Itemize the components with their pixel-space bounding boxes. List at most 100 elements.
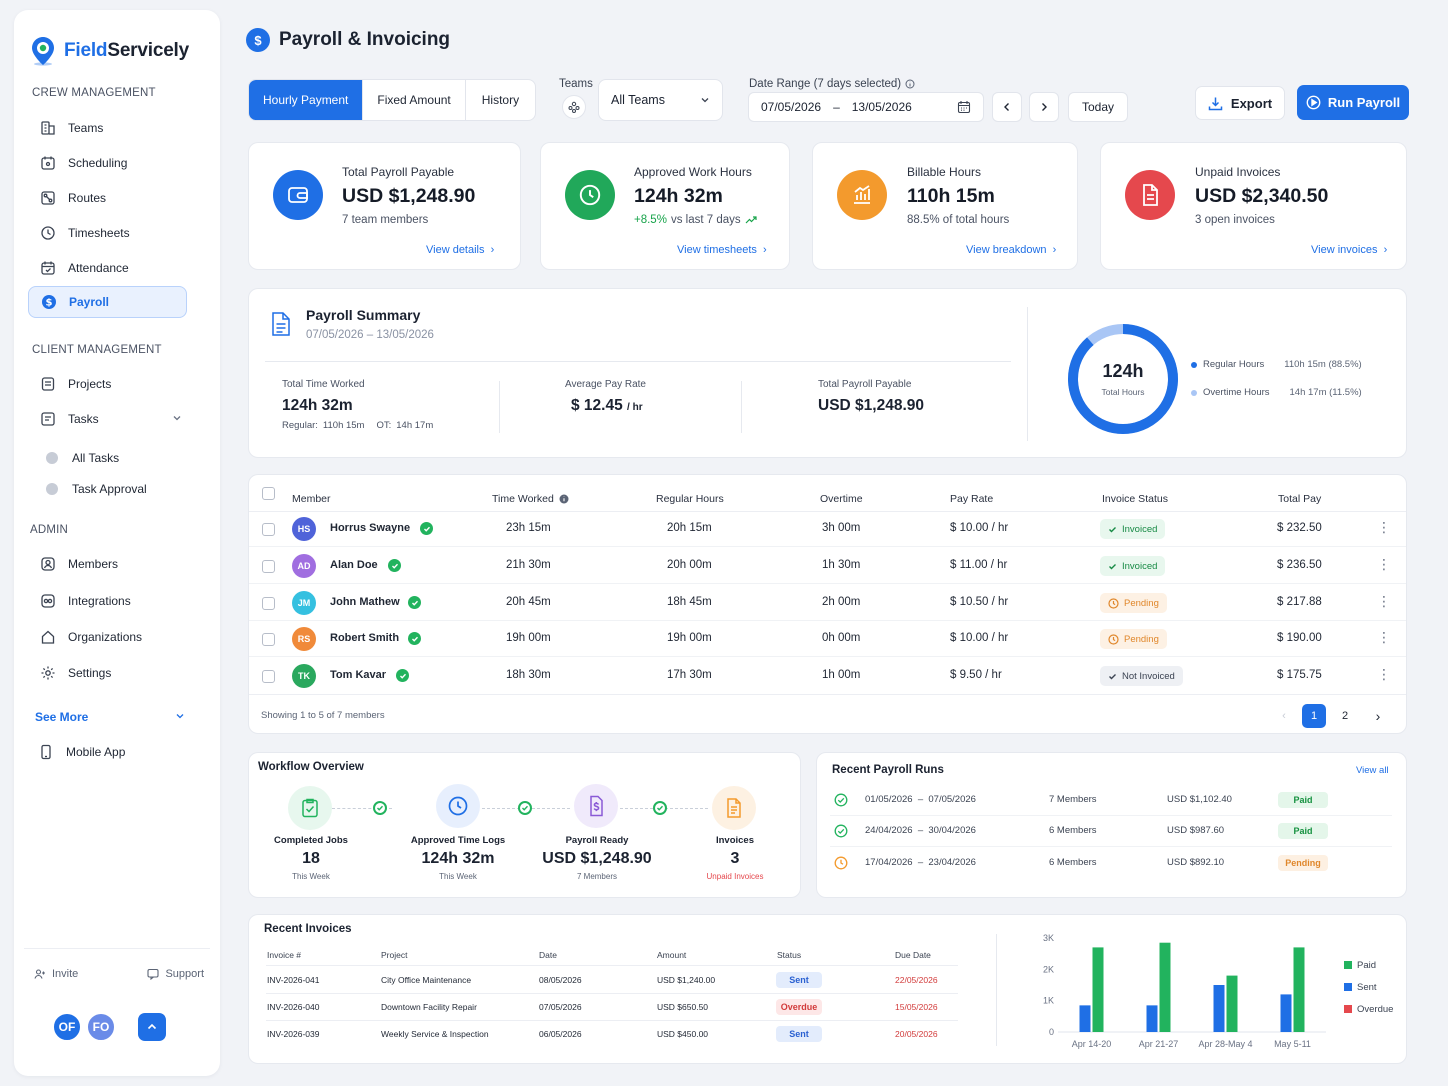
client-management-title: CLIENT MANAGEMENT	[32, 344, 162, 356]
invoice-id[interactable]: INV-2026-039	[267, 1029, 320, 1039]
sidebar: FieldServicely CREW MANAGEMENT Teams Sch…	[14, 10, 220, 1076]
verified-icon	[408, 632, 421, 645]
stat-subtext: 88.5% of total hours	[907, 214, 1010, 226]
row-menu-icon[interactable]: ⋮	[1377, 519, 1391, 535]
tab-fixed-amount[interactable]: Fixed Amount	[363, 80, 466, 120]
sidebar-item-integrations[interactable]: Integrations	[28, 585, 188, 617]
metric-label: Average Pay Rate	[565, 379, 646, 390]
sidebar-item-members[interactable]: Members	[28, 548, 188, 580]
invoice-date: 08/05/2026	[539, 975, 582, 985]
member-name[interactable]: John Mathew	[330, 596, 400, 608]
verified-icon	[408, 596, 421, 609]
sidebar-item-attendance[interactable]: Attendance	[28, 252, 188, 284]
row-menu-icon[interactable]: ⋮	[1377, 593, 1391, 609]
sidebar-footer: Invite Support	[34, 968, 204, 980]
member-name[interactable]: Alan Doe	[330, 559, 378, 571]
previous-page-button[interactable]: ‹	[1282, 710, 1286, 722]
column-header: Date	[539, 950, 557, 960]
view-timesheets-link[interactable]: View timesheets ›	[677, 244, 767, 256]
export-button[interactable]: Export	[1195, 86, 1285, 120]
workflow-step-label: Completed Jobs	[274, 835, 348, 846]
sidebar-item-label: Attendance	[68, 261, 129, 275]
divider	[265, 361, 1011, 362]
page-button[interactable]: 2	[1341, 710, 1349, 722]
avg-rate-value: $ 12.45	[571, 397, 623, 414]
legend-swatch	[1344, 1005, 1352, 1013]
view-breakdown-link[interactable]: View breakdown ›	[966, 244, 1057, 256]
row-checkbox[interactable]	[262, 597, 275, 610]
row-menu-icon[interactable]: ⋮	[1377, 629, 1391, 645]
gear-icon	[40, 665, 56, 681]
total-pay: $ 190.00	[1277, 632, 1322, 644]
stat-card-total-payroll: Total Payroll Payable USD $1,248.90 7 te…	[248, 142, 521, 270]
row-checkbox[interactable]	[262, 560, 275, 573]
sidebar-item-projects[interactable]: Projects	[28, 368, 188, 400]
sidebar-item-mobile-app[interactable]: Mobile App	[26, 736, 186, 768]
invoice-status-badge: Invoiced	[1100, 519, 1166, 539]
sidebar-item-settings[interactable]: Settings	[28, 657, 188, 689]
invoice-id[interactable]: INV-2026-041	[267, 975, 320, 985]
x-tick-label: Apr 21-27	[1139, 1039, 1179, 1049]
avatar[interactable]: FO	[86, 1012, 116, 1042]
invoice-icon	[712, 786, 756, 830]
view-all-link[interactable]: View all	[1356, 765, 1389, 776]
sidebar-item-organizations[interactable]: Organizations	[28, 621, 188, 653]
workflow-overview-card	[248, 752, 801, 898]
row-checkbox[interactable]	[262, 633, 275, 646]
calendar-icon[interactable]	[957, 100, 971, 114]
page-title: $ Payroll & Invoicing	[246, 28, 450, 52]
tab-hourly-payment[interactable]: Hourly Payment	[249, 80, 364, 120]
teams-select[interactable]: All Teams	[598, 79, 723, 121]
see-more-button[interactable]: See More	[35, 710, 185, 724]
date-range-input[interactable]: 07/05/2026 – 13/05/2026	[748, 92, 984, 122]
overtime-hours: 1h 00m	[822, 669, 861, 681]
sidebar-item-teams[interactable]: Teams	[28, 112, 188, 144]
workflow-step-sub: This Week	[439, 872, 477, 881]
sidebar-subitem-all-tasks[interactable]: All Tasks	[46, 451, 119, 465]
page-button[interactable]: 1	[1302, 704, 1326, 728]
y-tick-label: 1K	[1043, 996, 1054, 1006]
sidebar-item-label: Routes	[68, 191, 107, 205]
sidebar-item-timesheets[interactable]: Timesheets	[28, 217, 188, 249]
chevron-down-icon[interactable]	[172, 412, 182, 426]
sidebar-item-tasks[interactable]: Tasks	[28, 403, 188, 435]
brand-logo[interactable]: FieldServicely	[30, 36, 189, 66]
member-name[interactable]: Tom Kavar	[330, 669, 387, 681]
next-range-button[interactable]	[1029, 92, 1059, 122]
run-payroll-button[interactable]: Run Payroll	[1297, 85, 1409, 120]
stat-value: USD $2,340.50	[1195, 185, 1329, 207]
member-name[interactable]: Robert Smith	[330, 632, 400, 644]
tab-history[interactable]: History	[481, 93, 520, 107]
sidebar-item-routes[interactable]: Routes	[28, 182, 188, 214]
svg-text:$: $	[46, 298, 53, 309]
stat-subtext: +8.5% vs last 7 days	[634, 214, 757, 226]
view-invoices-link[interactable]: View invoices ›	[1311, 244, 1388, 256]
time-worked: 19h 00m	[506, 632, 551, 644]
sidebar-item-payroll[interactable]: $ Payroll	[28, 286, 187, 318]
invite-button[interactable]: Invite	[34, 968, 78, 980]
sidebar-subitem-task-approval[interactable]: Task Approval	[46, 482, 147, 496]
sidebar-item-scheduling[interactable]: Scheduling	[28, 147, 188, 179]
row-checkbox[interactable]	[262, 670, 275, 683]
workflow-step-value: 3	[730, 850, 740, 867]
today-button[interactable]: Today	[1068, 92, 1128, 122]
row-menu-icon[interactable]: ⋮	[1377, 666, 1391, 682]
run-amount: USD $987.60	[1167, 825, 1225, 836]
support-button[interactable]: Support	[147, 968, 204, 980]
regular-hours: 20h 15m	[667, 522, 712, 534]
row-checkbox[interactable]	[262, 523, 275, 536]
select-all-checkbox[interactable]	[262, 487, 275, 500]
member-name[interactable]: Horrus Swayne	[330, 522, 411, 534]
status-label: Pending	[1124, 633, 1159, 645]
next-page-button[interactable]: ›	[1375, 708, 1381, 724]
scroll-up-button[interactable]	[138, 1013, 166, 1041]
step-check-icon	[373, 801, 387, 815]
workflow-step-sub[interactable]: Unpaid Invoices	[706, 872, 764, 881]
pagination-summary: Showing 1 to 5 of 7 members	[261, 710, 385, 721]
previous-range-button[interactable]	[992, 92, 1022, 122]
view-details-link[interactable]: View details ›	[426, 244, 495, 256]
invoice-id[interactable]: INV-2026-040	[267, 1002, 320, 1012]
row-menu-icon[interactable]: ⋮	[1377, 556, 1391, 572]
avatar[interactable]: OF	[52, 1012, 82, 1042]
invoice-project: City Office Maintenance	[381, 975, 472, 985]
